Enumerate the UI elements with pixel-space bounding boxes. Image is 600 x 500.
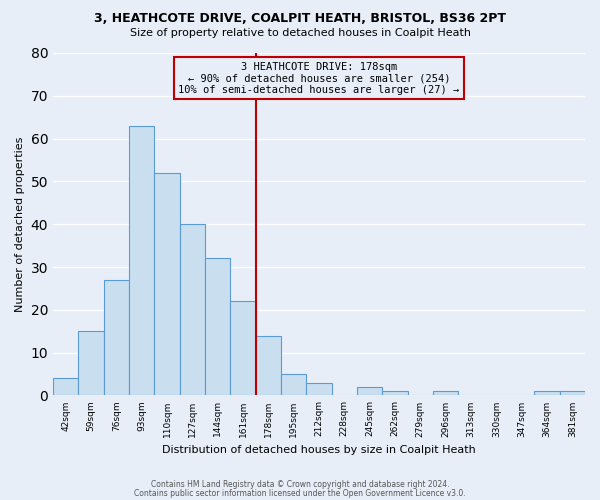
Bar [129, 126, 154, 396]
Bar [535, 391, 560, 396]
Text: Size of property relative to detached houses in Coalpit Heath: Size of property relative to detached ho… [130, 28, 470, 38]
Text: Contains HM Land Registry data © Crown copyright and database right 2024.: Contains HM Land Registry data © Crown c… [151, 480, 449, 489]
Bar [154, 173, 179, 396]
Bar [433, 391, 458, 396]
Bar [230, 302, 256, 396]
Text: Contains public sector information licensed under the Open Government Licence v3: Contains public sector information licen… [134, 488, 466, 498]
Bar [79, 331, 104, 396]
Bar [205, 258, 230, 396]
Bar [281, 374, 307, 396]
Bar [382, 391, 407, 396]
X-axis label: Distribution of detached houses by size in Coalpit Heath: Distribution of detached houses by size … [162, 445, 476, 455]
Bar [104, 280, 129, 396]
Y-axis label: Number of detached properties: Number of detached properties [15, 136, 25, 312]
Bar [560, 391, 585, 396]
Text: 3 HEATHCOTE DRIVE: 178sqm
← 90% of detached houses are smaller (254)
10% of semi: 3 HEATHCOTE DRIVE: 178sqm ← 90% of detac… [178, 62, 460, 95]
Bar [307, 382, 332, 396]
Bar [357, 387, 382, 396]
Bar [256, 336, 281, 396]
Bar [53, 378, 79, 396]
Text: 3, HEATHCOTE DRIVE, COALPIT HEATH, BRISTOL, BS36 2PT: 3, HEATHCOTE DRIVE, COALPIT HEATH, BRIST… [94, 12, 506, 26]
Bar [179, 224, 205, 396]
